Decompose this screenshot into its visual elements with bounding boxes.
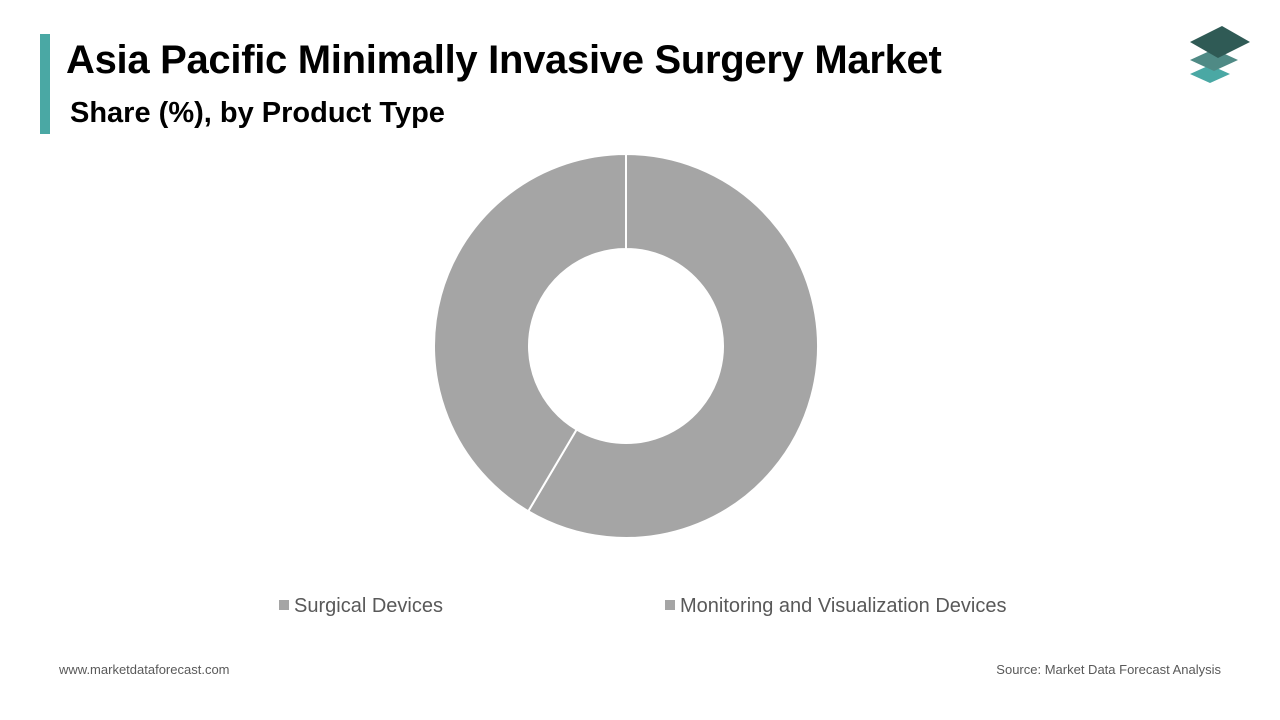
company-logo-icon — [1190, 26, 1250, 83]
logo-layer-middle — [1190, 49, 1238, 71]
logo-layer-bottom — [1190, 65, 1230, 83]
chart-title: Asia Pacific Minimally Invasive Surgery … — [66, 38, 942, 82]
donut-slice-surgical-devices — [526, 152, 819, 539]
donut-slice-monitoring-and-visualization-devices — [433, 152, 627, 513]
legend-swatch-surgical-devices — [279, 600, 289, 610]
legend-label-surgical-devices: Surgical Devices — [294, 595, 443, 617]
website-url[interactable]: www.marketdataforecast.com — [59, 662, 230, 677]
title-accent-bar — [40, 34, 50, 134]
logo-layer-top — [1190, 26, 1250, 58]
legend-label-monitoring-and-visualization-devices: Monitoring and Visualization Devices — [680, 595, 1006, 617]
source-note: Source: Market Data Forecast Analysis — [996, 662, 1221, 677]
legend-swatch-monitoring-and-visualization-devices — [665, 600, 675, 610]
chart-legend: Surgical Devices Monitoring and Visualiza… — [279, 595, 1006, 617]
donut-slices — [433, 152, 819, 539]
chart-subtitle: Share (%), by Product Type — [70, 97, 445, 129]
